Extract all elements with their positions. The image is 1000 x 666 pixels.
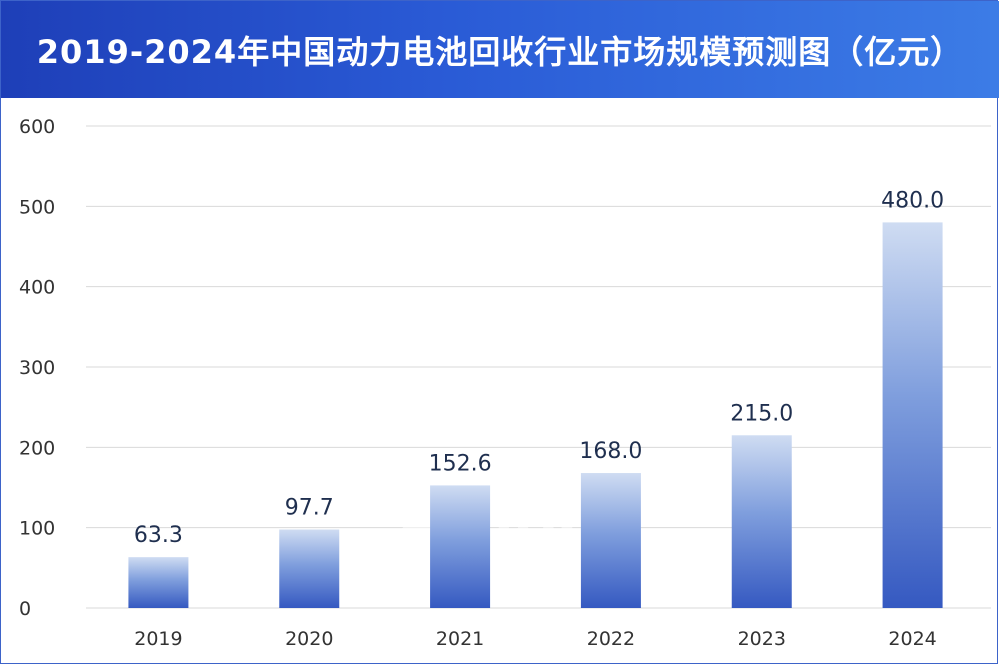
data-label: 97.7: [285, 496, 334, 521]
data-label: 63.3: [134, 523, 183, 548]
x-tick-label: 2020: [285, 628, 333, 650]
y-tick-label: 200: [19, 437, 55, 459]
y-axis-ticks: 0 100 200 300 400 500 600: [19, 116, 55, 620]
bar-chart: 0 100 200 300 400 500 600 Ainuo 63.3 97.7 152.6 1…: [19, 116, 991, 650]
data-label: 168.0: [579, 439, 642, 464]
y-tick-label: 500: [19, 196, 55, 218]
x-tick-label: 2023: [738, 628, 786, 650]
x-tick-label: 2021: [436, 628, 484, 650]
y-tick-label: 300: [19, 357, 55, 379]
bar: [731, 435, 792, 608]
x-tick-label: 2024: [888, 628, 936, 650]
y-tick-label: 400: [19, 277, 55, 299]
bar: [430, 485, 491, 608]
y-tick-label: 600: [19, 116, 55, 138]
bar: [279, 529, 340, 608]
x-axis-ticks: 2019 2020 2021 2022 2023 2024: [134, 628, 937, 650]
bar: [580, 473, 641, 608]
watermark: Ainuo: [394, 479, 604, 562]
data-labels: 63.3 97.7 152.6 168.0 215.0 480.0: [134, 188, 944, 548]
x-tick-label: 2019: [134, 628, 182, 650]
data-label: 152.6: [429, 451, 492, 476]
y-tick-label: 0: [19, 598, 31, 620]
data-label: 480.0: [881, 188, 944, 213]
bar: [128, 557, 189, 608]
data-label: 215.0: [730, 401, 793, 426]
bars: [128, 222, 943, 608]
x-tick-label: 2022: [587, 628, 635, 650]
bar: [882, 222, 943, 608]
gridlines: [86, 125, 991, 609]
chart-title: 2019-2024年中国动力电池回收行业市场规模预测图（亿元）: [36, 33, 964, 71]
y-tick-label: 100: [19, 518, 55, 540]
title-banner: 2019-2024年中国动力电池回收行业市场规模预测图（亿元）: [1, 1, 999, 98]
